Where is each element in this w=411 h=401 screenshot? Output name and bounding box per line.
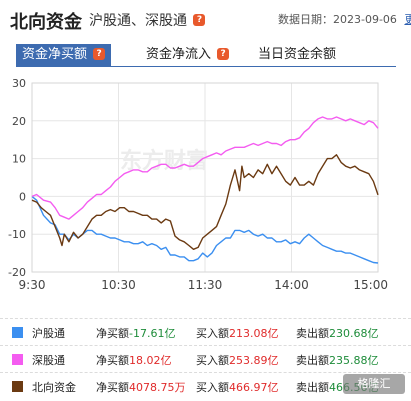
y-tick-label: 20 [12,115,26,128]
buy-label: 买入额 [196,354,229,367]
data-date: 数据日期：2023-09-06 更多 [278,11,411,27]
legend-row-sz: 深股通 净买额18.02亿 买入额253.89亿 卖出额235.88亿 [0,345,411,372]
chart-series [31,116,379,264]
legend-name: 北向资金 [32,381,76,394]
tab-bar: 资金净买额 ? 资金净流入 ? 当日资金余额 [16,44,396,66]
x-tick-label: 9:30 [19,278,46,292]
legend-net: 净买额18.02亿 [96,352,172,368]
net-label: 净买额 [96,381,129,394]
help-icon[interactable]: ? [193,14,206,26]
net-value: -17.61亿 [129,327,176,340]
legend-swatch-sz [12,354,23,365]
corner-badge: 格隆汇 [343,374,405,394]
legend-name: 深股通 [32,354,65,367]
legend-name: 沪股通 [32,327,65,340]
legend-buy: 买入额466.97亿 [196,379,279,395]
y-tick-label: -10 [8,228,26,241]
legend-buy: 买入额253.89亿 [196,352,279,368]
tab-balance-label: 当日资金余额 [258,47,337,62]
x-tick-label: 11:30 [188,278,223,292]
series-line-2 [31,154,379,250]
sell-value: 230.68亿 [329,327,379,340]
legend-swatch-north [12,381,23,392]
y-tick-label: 0 [19,190,26,203]
legend-sell: 卖出额230.68亿 [296,325,379,341]
y-tick-label: 10 [12,153,26,166]
net-label: 净买额 [96,354,129,367]
buy-value: 466.97亿 [229,381,279,394]
legend-swatch-sh [12,327,23,338]
page-subtitle: 沪股通、深股通 ? [89,10,206,30]
buy-label: 买入额 [196,327,229,340]
buy-label: 买入额 [196,381,229,394]
buy-value: 253.89亿 [229,354,279,367]
tab-balance[interactable]: 当日资金余额 [252,44,342,66]
y-tick-label: 30 [12,77,26,90]
legend-buy: 买入额213.08亿 [196,325,279,341]
subtitle-text: 沪股通、深股通 [89,13,187,29]
buy-value: 213.08亿 [229,327,279,340]
net-label: 净买额 [96,327,129,340]
x-tick-label: 15:00 [353,278,388,292]
y-axis-ticks: 30 20 10 0 -10 -20 [8,77,26,279]
tab-net-buy-label: 资金净买额 [22,47,88,62]
chart-grid [31,82,379,273]
tab-net-buy[interactable]: 资金净买额 ? [16,44,112,66]
y-tick-label: -20 [8,266,26,279]
plot-frame [31,82,379,273]
sell-label: 卖出额 [296,354,329,367]
sell-label: 卖出额 [296,381,329,394]
page-header: 北向资金 沪股通、深股通 ? 数据日期：2023-09-06 更多 [0,0,411,36]
legend-net: 净买额4078.75万 [96,379,186,395]
series-line-0 [31,195,379,264]
page-title: 北向资金 [10,12,82,33]
x-axis-ticks: 9:30 10:30 11:30 14:00 15:00 [19,278,388,292]
series-line-1 [31,116,379,220]
net-value: 18.02亿 [129,354,172,367]
tab-underline [16,66,396,67]
legend-sell: 卖出额235.88亿 [296,352,379,368]
tab-net-inflow-help-icon[interactable]: ? [217,47,230,60]
data-date-label: 数据日期：2023-09-06 [278,13,397,26]
sell-label: 卖出额 [296,327,329,340]
net-value: 4078.75万 [129,381,186,394]
x-tick-label: 10:30 [101,278,136,292]
more-link[interactable]: 更多 [404,13,411,26]
tab-net-inflow[interactable]: 资金净流入 ? [140,44,235,66]
tab-net-inflow-label: 资金净流入 [146,47,212,62]
legend-row-sh: 沪股通 净买额-17.61亿 买入额213.08亿 卖出额230.68亿 [0,318,411,345]
sell-value: 235.88亿 [329,354,379,367]
legend-net: 净买额-17.61亿 [96,325,175,341]
tab-net-buy-help-icon[interactable]: ? [93,47,106,60]
x-tick-label: 14:00 [274,278,309,292]
